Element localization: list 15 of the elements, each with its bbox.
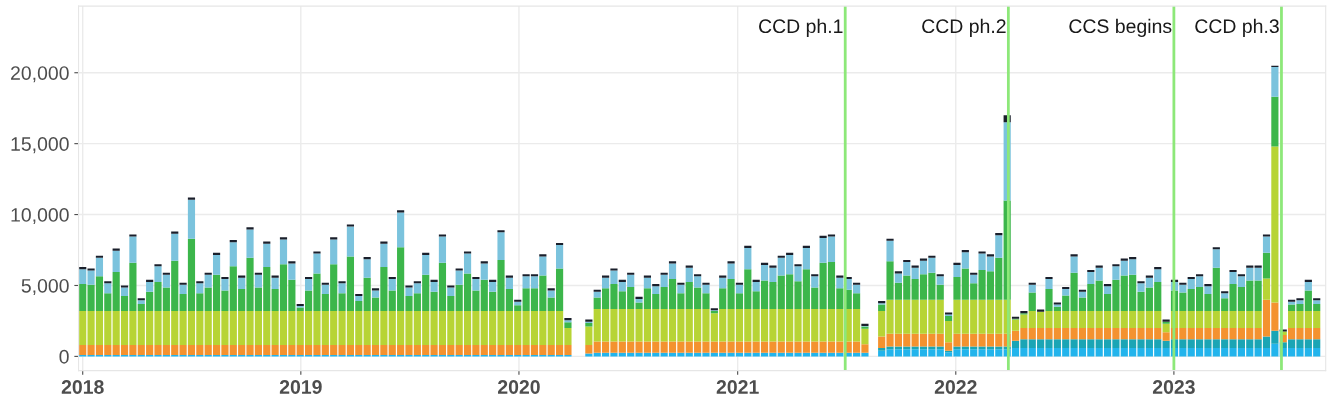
x-tick-label: 2019 [279, 380, 322, 394]
y-tick-label: 5,000 [21, 278, 69, 296]
ref-line-label: CCD ph.1 [759, 18, 843, 37]
x-tick-label: 2022 [934, 380, 977, 394]
ref-line-label: CCS begins [1069, 18, 1172, 37]
x-tick-label: 2020 [497, 380, 540, 394]
ref-line-label: CCD ph.2 [922, 18, 1006, 37]
ref-line-label: CCD ph.3 [1195, 18, 1279, 37]
y-tick-label: 15,000 [11, 137, 69, 154]
y-tick-label: 0 [59, 349, 69, 364]
x-tick-label: 2018 [61, 380, 104, 394]
x-tick-label: 2023 [1152, 380, 1195, 394]
y-tick-label: 20,000 [11, 66, 69, 83]
x-tick-label: 2021 [716, 380, 759, 394]
y-tick-label: 10,000 [11, 208, 69, 225]
